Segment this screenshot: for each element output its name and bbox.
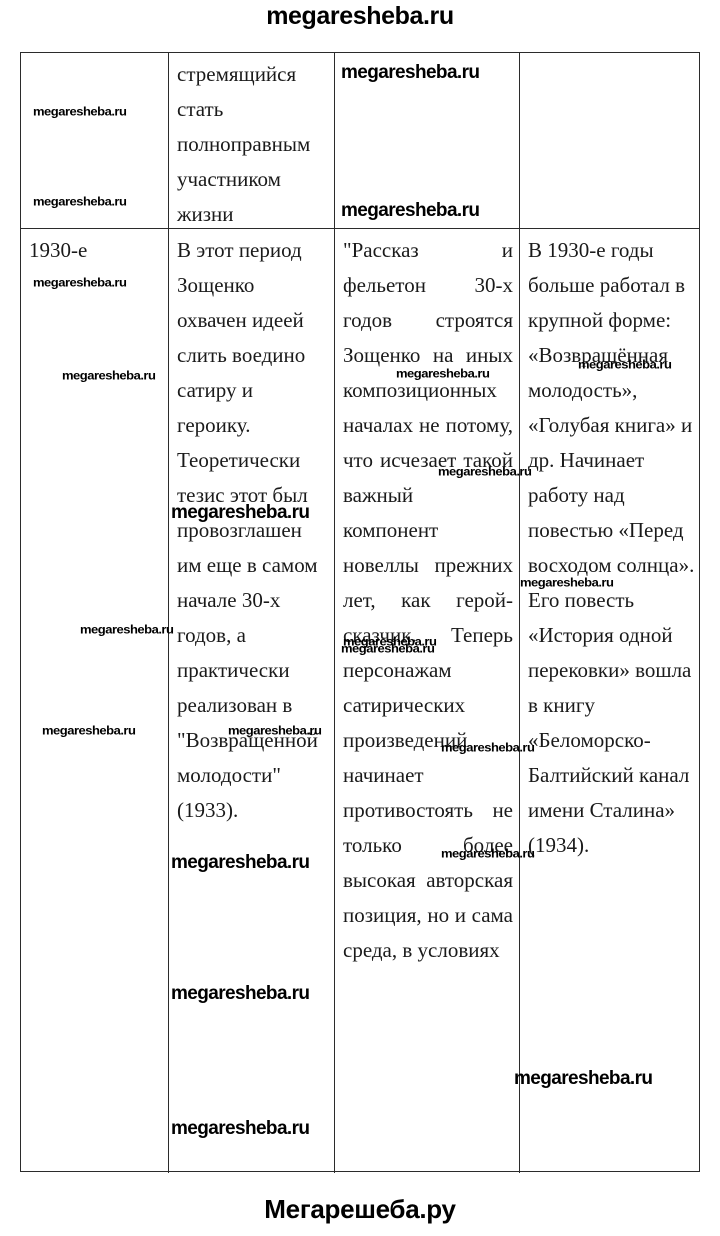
cell-text: стремящийся стать полноправным участнико… (177, 62, 311, 226)
content-table: стремящийся стать полноправным участнико… (20, 52, 700, 1173)
table-cell-period (21, 53, 168, 228)
table-cell-works (519, 53, 701, 228)
table-cell-creative-idea: стремящийся стать полноправным участнико… (168, 53, 334, 228)
table-cell-poetics (334, 53, 519, 228)
page-title: megaresheba.ru (266, 2, 454, 30)
cell-text: "Рассказ и фельетон 30-х годов строятся … (343, 238, 513, 962)
table-row: стремящийся стать полноправным участнико… (21, 53, 699, 228)
cell-text: В 1930-е годы больше работал в крупной ф… (528, 238, 695, 857)
table-cell-poetics: "Рассказ и фельетон 30-х годов строятся … (334, 229, 519, 1173)
table-cell-works: В 1930-е годы больше работал в крупной ф… (519, 229, 701, 1173)
table-row: 1930-е В этот период Зощенко охвачен иде… (21, 228, 699, 1173)
cell-text: В этот период Зощенко охвачен идеей слит… (177, 238, 318, 822)
table-cell-creative-idea: В этот период Зощенко охвачен идеей слит… (168, 229, 334, 1173)
table-cell-period: 1930-е (21, 229, 168, 1173)
cell-text: 1930-е (29, 238, 88, 262)
footer-brand: Мегарешеба.ру (264, 1194, 456, 1224)
